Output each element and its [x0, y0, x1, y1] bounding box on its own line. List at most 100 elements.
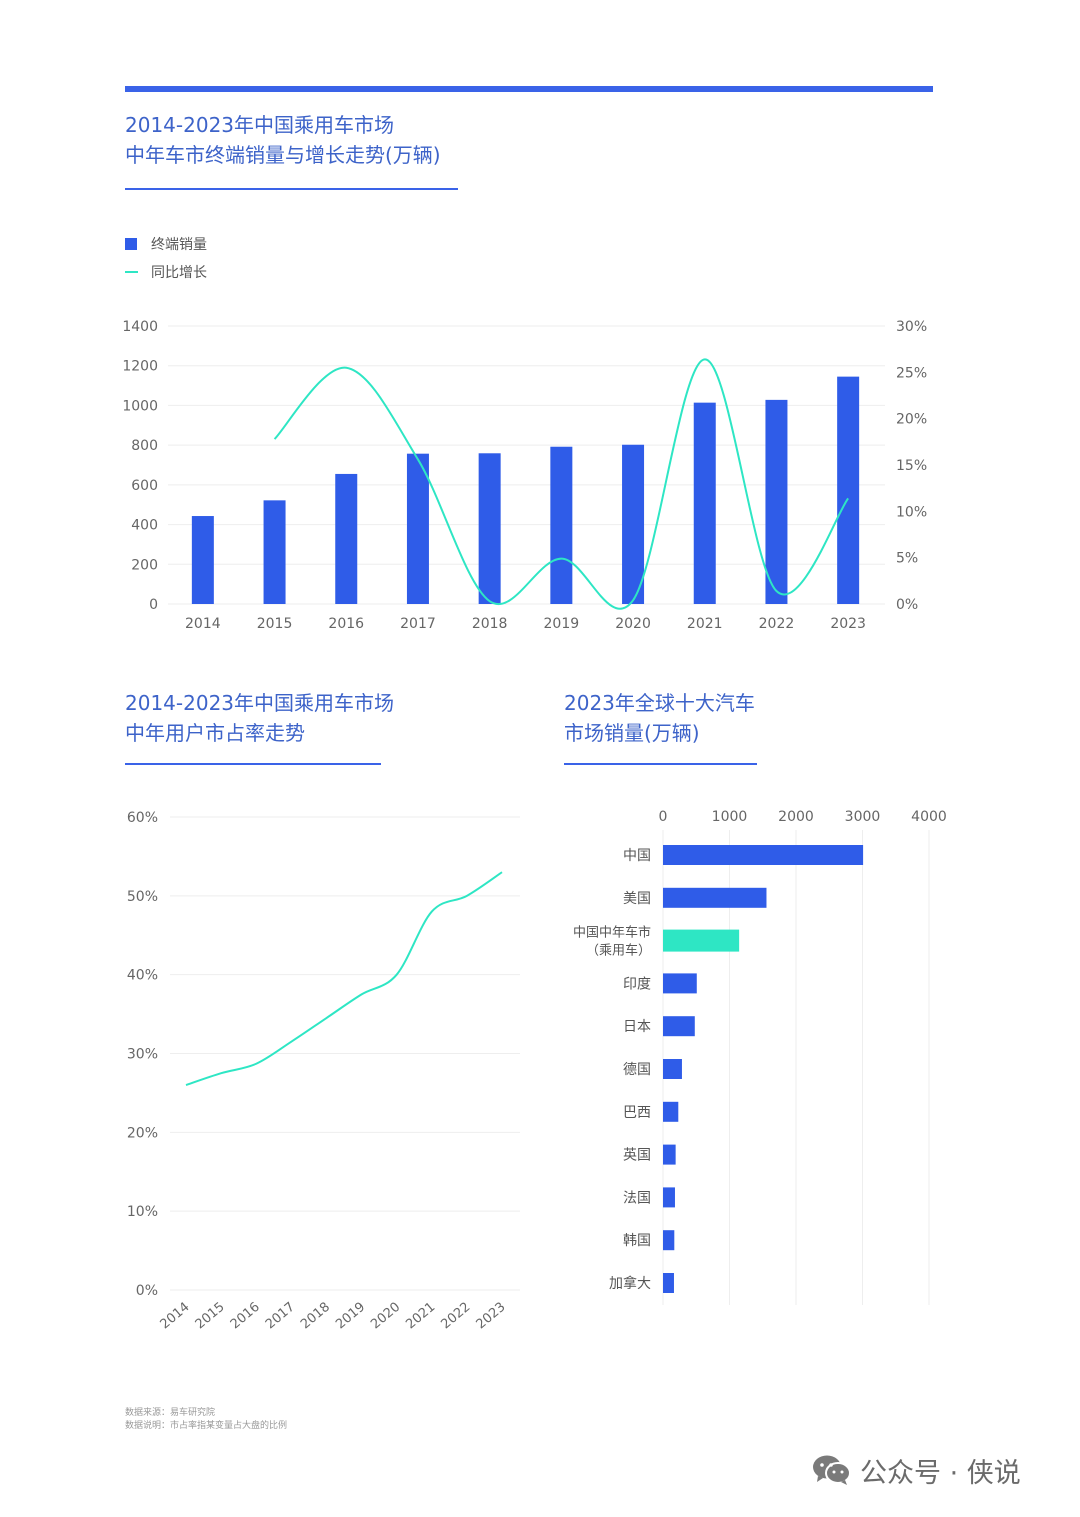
y-tick-label: 1200 [122, 359, 158, 375]
y-tick-label: 韩国 [623, 1233, 651, 1249]
bar [663, 1059, 682, 1079]
y-tick-label: （乘用车） [586, 943, 651, 959]
y2-tick-label: 5% [896, 551, 918, 567]
y2-tick-label: 10% [896, 504, 927, 520]
y-tick-label: 日本 [623, 1019, 651, 1035]
x-tick-label: 2021 [687, 616, 723, 632]
chart2-title-line2: 中年用户市占率走势 [125, 721, 305, 745]
x-tick-label: 2016 [328, 616, 364, 632]
chart2-market-share: 0% 10% 20% 30% 40% 50% 60% 2014 2015 2016 2017 2018… [127, 810, 520, 1333]
x-tick-label: 2015 [193, 1300, 228, 1333]
chart2-title-line1: 2014-2023年中国乘用车市场 [125, 691, 395, 715]
y-tick-label: 美国 [623, 891, 651, 907]
y-tick-label: 中国 [623, 848, 651, 864]
y-tick-label: 20% [127, 1125, 158, 1141]
chart1-sales-growth: 0 200 400 600 800 1000 1200 1400 0% 5% 10% 15% 20% 25… [122, 319, 927, 632]
x-tick-label: 2014 [185, 616, 221, 632]
watermark-text: 公众号 · 侠说 [860, 1457, 1021, 1489]
bar [191, 516, 214, 604]
legend-line-label: 同比增长 [151, 265, 207, 281]
y-tick-label: 10% [127, 1204, 158, 1220]
y-tick-label: 英国 [623, 1147, 651, 1164]
bar [478, 453, 501, 604]
chart1-title-line2: 中年车市终端销量与增长走势(万辆) [125, 143, 441, 167]
footer-note: 数据说明：市占率指某变量占大盘的比例 [125, 1421, 288, 1431]
footer-notes: 数据来源：易车研究院 数据说明：市占率指某变量占大盘的比例 [125, 1407, 287, 1433]
chart1-title-underline [125, 188, 458, 190]
bar [263, 500, 286, 604]
footer-source: 数据来源：易车研究院 [125, 1408, 216, 1418]
bar [663, 887, 767, 908]
y-tick-label: 1000 [122, 398, 158, 414]
y2-tick-label: 20% [896, 412, 927, 428]
x-tick-label: 2015 [257, 616, 293, 632]
x-tick-label: 2016 [228, 1300, 263, 1333]
y-tick-label: 1400 [122, 319, 158, 335]
y-tick-label: 印度 [623, 976, 651, 992]
y2-tick-label: 0% [896, 597, 918, 613]
x-tick-label: 2017 [263, 1300, 298, 1333]
chart3-title-line2: 市场销量(万辆) [564, 721, 700, 745]
legend-bar-label: 终端销量 [151, 237, 207, 253]
y-tick-label: 加拿大 [609, 1275, 651, 1292]
x-tick-label: 2000 [778, 809, 814, 825]
x-tick-label: 3000 [845, 809, 881, 825]
bar [663, 1230, 675, 1251]
legend-item-growth: 同比增长 [125, 258, 207, 286]
x-tick-label: 2023 [830, 616, 866, 632]
wechat-icon [813, 1455, 851, 1485]
y-tick-label: 200 [131, 557, 158, 573]
x-tick-label: 2023 [474, 1300, 509, 1333]
chart2-title: 2014-2023年中国乘用车市场 中年用户市占率走势 [125, 688, 394, 748]
x-tick-label: 1000 [712, 809, 748, 825]
x-tick-label: 2017 [400, 616, 436, 632]
y-tick-label: 法国 [623, 1190, 651, 1206]
y-tick-label: 巴西 [623, 1105, 651, 1121]
x-tick-label: 0 [659, 809, 668, 825]
bar-highlight [663, 929, 740, 952]
y-tick-label: 60% [127, 810, 158, 826]
y2-tick-label: 30% [896, 319, 927, 335]
y-tick-label: 0 [149, 597, 158, 613]
legend-bar-swatch [125, 238, 137, 250]
y-tick-label: 30% [127, 1047, 158, 1063]
y2-tick-label: 15% [896, 458, 927, 474]
x-tick-label: 2019 [333, 1300, 368, 1333]
bar [663, 1101, 679, 1122]
y-tick-label: 600 [131, 478, 158, 494]
bar [622, 444, 645, 604]
legend-line-swatch [125, 271, 138, 273]
y-tick-label: 40% [127, 968, 158, 984]
y2-tick-label: 25% [896, 365, 927, 381]
chart3-title-underline [564, 763, 757, 765]
chart1-legend: 终端销量 同比增长 [125, 230, 207, 286]
bar [406, 453, 429, 604]
x-tick-label: 2019 [544, 616, 580, 632]
chart1-title: 2014-2023年中国乘用车市场 中年车市终端销量与增长走势(万辆) [125, 110, 441, 170]
x-tick-label: 2018 [472, 616, 508, 632]
bar [693, 402, 716, 604]
x-tick-label: 4000 [911, 809, 947, 825]
y-tick-label: 0% [136, 1283, 158, 1299]
bar [663, 1016, 695, 1037]
share-line [185, 871, 503, 1086]
x-tick-label: 2021 [403, 1300, 438, 1333]
y-tick-label: 400 [131, 518, 158, 534]
y-tick-label: 800 [131, 438, 158, 454]
x-tick-label: 2022 [438, 1300, 473, 1333]
chart3-title-line1: 2023年全球十大汽车 [564, 691, 755, 715]
watermark: 公众号 · 侠说 [812, 1450, 1021, 1490]
bar [663, 1187, 675, 1208]
bar [837, 376, 860, 604]
bar [550, 446, 573, 604]
x-tick-label: 2014 [158, 1300, 193, 1333]
y-tick-label: 50% [127, 889, 158, 905]
bar [663, 1144, 676, 1165]
y-tick-label: 中国中年车市 [573, 925, 651, 941]
y-tick-label: 德国 [623, 1062, 651, 1078]
x-tick-label: 2020 [615, 616, 651, 632]
top-rule [125, 86, 933, 92]
bar [335, 473, 358, 604]
bar [663, 973, 697, 994]
